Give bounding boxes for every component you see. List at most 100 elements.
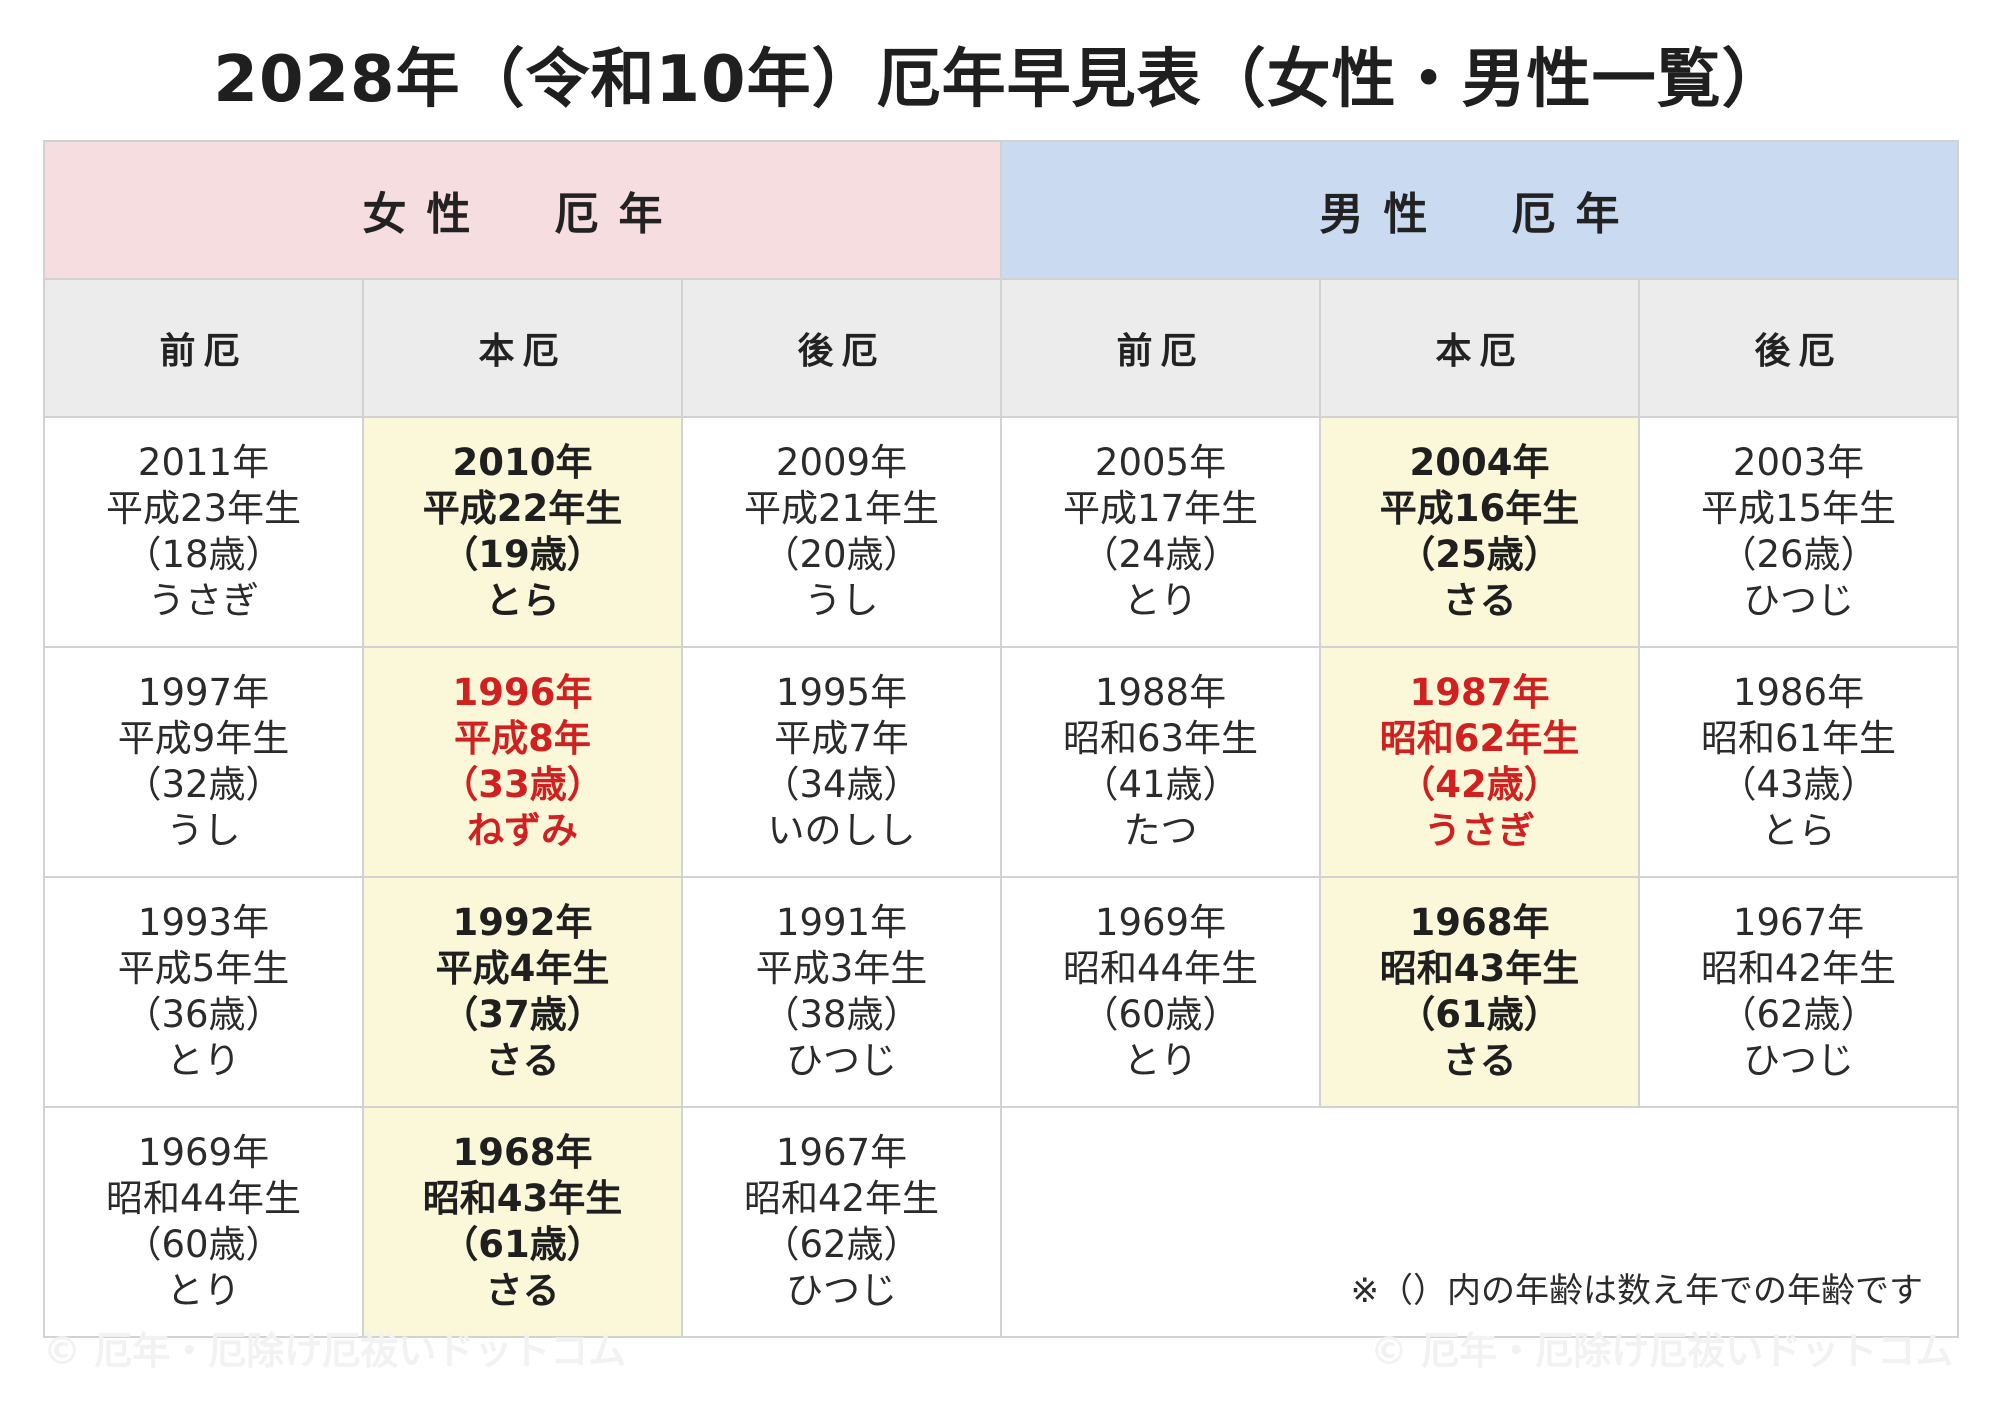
watermark-left: © 厄年・厄除け厄祓いドットコム <box>43 1329 627 1373</box>
zodiac: うさぎ <box>148 579 259 622</box>
birth-year: 1986年 <box>1732 671 1865 714</box>
era-year: 昭和44年生 <box>105 1177 302 1220</box>
men-zenyaku-cell: 1988年 昭和63年生 （41歳） たつ <box>1000 646 1321 878</box>
zodiac: さる <box>485 1269 560 1312</box>
age: （62歳） <box>1719 993 1878 1036</box>
birth-year: 1992年 <box>452 901 593 944</box>
zodiac: さる <box>1442 579 1517 622</box>
men-honyaku-cell: 1968年 昭和43年生 （61歳） さる <box>1319 876 1640 1108</box>
zodiac: うし <box>166 809 241 852</box>
birth-year: 2003年 <box>1732 441 1865 484</box>
zodiac: とり <box>1123 1039 1198 1082</box>
birth-year: 2010年 <box>452 441 593 484</box>
zodiac: とら <box>485 579 560 622</box>
zodiac: とり <box>166 1269 241 1312</box>
age: （41歳） <box>1081 763 1240 806</box>
note-cell: ※（）内の年齢は数え年での年齢です <box>1000 1106 1959 1338</box>
era-year: 昭和44年生 <box>1062 947 1259 990</box>
age: （61歳） <box>1398 993 1561 1036</box>
age: （36歳） <box>124 993 283 1036</box>
age: （62歳） <box>762 1223 921 1266</box>
era-year: 平成4年生 <box>435 947 610 990</box>
era-year: 平成15年生 <box>1700 487 1897 530</box>
women-zenyaku-cell: 1993年 平成5年生 （36歳） とり <box>43 876 364 1108</box>
age: （25歳） <box>1398 533 1561 576</box>
age: （60歳） <box>124 1223 283 1266</box>
birth-year: 1969年 <box>1094 901 1227 944</box>
women-honyaku-cell: 1968年 昭和43年生 （61歳） さる <box>362 1106 683 1338</box>
era-year: 昭和42年生 <box>1700 947 1897 990</box>
birth-year: 1969年 <box>137 1131 270 1174</box>
era-year: 平成17年生 <box>1062 487 1259 530</box>
watermark-right: © 厄年・厄除け厄祓いドットコム <box>1370 1329 1954 1373</box>
zodiac: とり <box>166 1039 241 1082</box>
era-year: 昭和43年生 <box>422 1177 623 1220</box>
age: （20歳） <box>762 533 921 576</box>
era-year: 昭和43年生 <box>1379 947 1580 990</box>
women-taiyaku-cell: 1996年 平成8年 （33歳） ねずみ <box>362 646 683 878</box>
men-honyaku-cell: 2004年 平成16年生 （25歳） さる <box>1319 416 1640 648</box>
men-zenyaku-cell: 2005年 平成17年生 （24歳） とり <box>1000 416 1321 648</box>
age: （61歳） <box>441 1223 604 1266</box>
era-year: 昭和63年生 <box>1062 717 1259 760</box>
table-row: 2011年 平成23年生 （18歳） うさぎ 2010年 平成22年生 （19歳… <box>43 416 1959 648</box>
men-header: 男性 厄年 <box>1000 140 1959 280</box>
era-year: 平成5年生 <box>117 947 290 990</box>
age: （38歳） <box>762 993 921 1036</box>
zodiac: ひつじ <box>1743 1039 1854 1082</box>
era-year: 平成21年生 <box>743 487 940 530</box>
birth-year: 1967年 <box>1732 901 1865 944</box>
age: （60歳） <box>1081 993 1240 1036</box>
zodiac: うさぎ <box>1424 809 1535 852</box>
birth-year: 1997年 <box>137 671 270 714</box>
era-year: 平成8年 <box>454 717 591 760</box>
era-year: 昭和61年生 <box>1700 717 1897 760</box>
age: （26歳） <box>1719 533 1878 576</box>
women-honyaku-header: 本厄 <box>362 278 683 418</box>
men-taiyaku-cell: 1987年 昭和62年生 （42歳） うさぎ <box>1319 646 1640 878</box>
era-year: 昭和62年生 <box>1379 717 1580 760</box>
women-zenyaku-cell: 2011年 平成23年生 （18歳） うさぎ <box>43 416 364 648</box>
zodiac: さる <box>1442 1039 1517 1082</box>
age: （43歳） <box>1719 763 1878 806</box>
women-atoyaku-cell: 1995年 平成7年 （34歳） いのしし <box>681 646 1002 878</box>
men-atoyaku-cell: 1967年 昭和42年生 （62歳） ひつじ <box>1638 876 1959 1108</box>
age: （42歳） <box>1398 763 1561 806</box>
birth-year: 1996年 <box>452 671 593 714</box>
birth-year: 2005年 <box>1094 441 1227 484</box>
zodiac: うし <box>804 579 879 622</box>
birth-year: 2004年 <box>1409 441 1550 484</box>
zodiac: たつ <box>1123 809 1198 852</box>
zodiac: さる <box>485 1039 560 1082</box>
era-year: 平成9年生 <box>117 717 290 760</box>
men-atoyaku-header: 後厄 <box>1638 278 1959 418</box>
women-atoyaku-cell: 1991年 平成3年生 （38歳） ひつじ <box>681 876 1002 1108</box>
women-atoyaku-header: 後厄 <box>681 278 1002 418</box>
birth-year: 1968年 <box>452 1131 593 1174</box>
birth-year: 1988年 <box>1094 671 1227 714</box>
zodiac: いのしし <box>767 809 916 852</box>
page-title: 2028年（令和10年）厄年早見表（女性・男性一覧） <box>213 43 1787 117</box>
age: （34歳） <box>762 763 921 806</box>
table-row: 1969年 昭和44年生 （60歳） とり 1968年 昭和43年生 （61歳）… <box>43 1106 1959 1338</box>
zodiac: とり <box>1123 579 1198 622</box>
era-year: 平成22年生 <box>422 487 623 530</box>
birth-year: 1991年 <box>775 901 908 944</box>
age-note: ※（）内の年齢は数え年での年齢です <box>1350 1271 1924 1311</box>
birth-year: 1987年 <box>1409 671 1550 714</box>
birth-year: 1995年 <box>775 671 908 714</box>
women-atoyaku-cell: 2009年 平成21年生 （20歳） うし <box>681 416 1002 648</box>
zodiac: とら <box>1761 809 1836 852</box>
yakudoshi-table: 女性 厄年 男性 厄年 前厄 本厄 後厄 前厄 本厄 後厄 2011年 平成23… <box>43 140 1959 1338</box>
men-atoyaku-cell: 1986年 昭和61年生 （43歳） とら <box>1638 646 1959 878</box>
table-row: 1993年 平成5年生 （36歳） とり 1992年 平成4年生 （37歳） さ… <box>43 876 1959 1108</box>
age: （19歳） <box>441 533 604 576</box>
women-header: 女性 厄年 <box>43 140 1002 280</box>
age: （33歳） <box>441 763 604 806</box>
era-year: 昭和42年生 <box>743 1177 940 1220</box>
men-zenyaku-header: 前厄 <box>1000 278 1321 418</box>
age: （37歳） <box>441 993 604 1036</box>
women-zenyaku-header: 前厄 <box>43 278 364 418</box>
age: （18歳） <box>124 533 283 576</box>
birth-year: 1968年 <box>1409 901 1550 944</box>
